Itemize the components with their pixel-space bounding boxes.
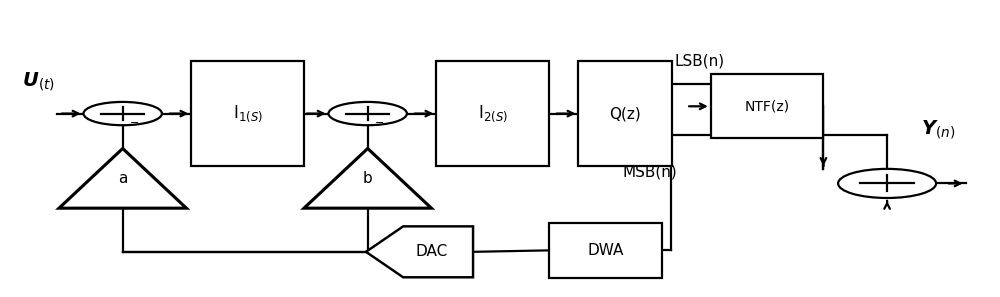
Text: MSB(n): MSB(n) [622,164,677,179]
Bar [711,74,823,138]
Text: NTF(z): NTF(z) [744,99,790,113]
Polygon shape [304,148,431,208]
Text: a: a [118,171,127,186]
Circle shape [328,102,407,125]
Text: U$_{(t)}$: U$_{(t)}$ [22,70,55,93]
Polygon shape [59,148,186,208]
Polygon shape [366,226,473,277]
Text: b: b [363,171,373,186]
Text: I$_{1(S)}$: I$_{1(S)}$ [233,103,263,124]
Text: DWA: DWA [587,243,624,258]
Text: LSB(n): LSB(n) [674,54,725,69]
Bar [436,61,549,166]
Text: Y$_{(n)}$: Y$_{(n)}$ [921,119,956,141]
Text: −: − [130,119,139,129]
Bar [191,61,304,166]
Circle shape [838,169,936,198]
Text: Q(z): Q(z) [609,106,641,121]
Bar [549,223,662,278]
Text: I$_{2(S)}$: I$_{2(S)}$ [478,103,508,124]
Text: −: − [375,119,384,129]
Circle shape [84,102,162,125]
Bar [578,61,672,166]
Text: DAC: DAC [415,244,448,259]
